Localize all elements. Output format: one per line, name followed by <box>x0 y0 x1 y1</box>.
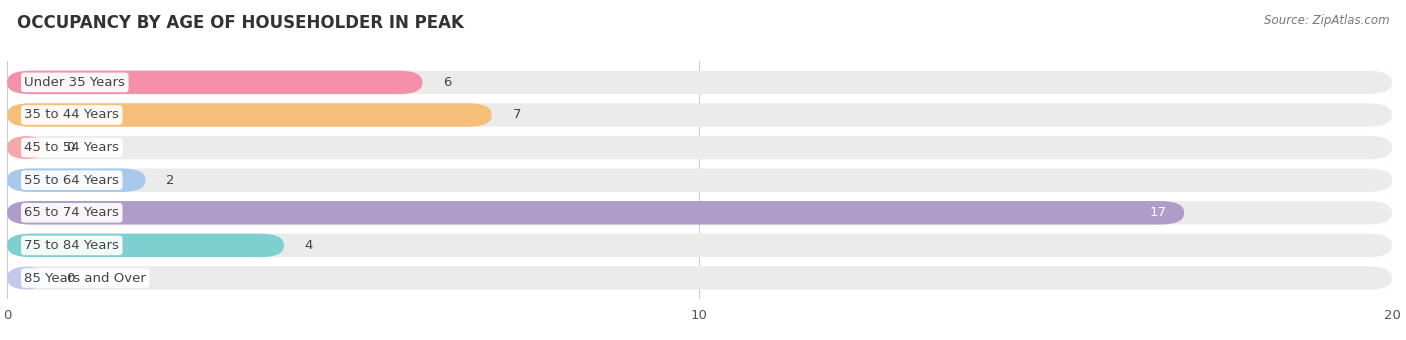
Text: 75 to 84 Years: 75 to 84 Years <box>24 239 120 252</box>
Text: 2: 2 <box>166 174 174 187</box>
Text: 35 to 44 Years: 35 to 44 Years <box>24 108 120 121</box>
FancyBboxPatch shape <box>7 136 45 159</box>
Text: 45 to 54 Years: 45 to 54 Years <box>24 141 120 154</box>
FancyBboxPatch shape <box>7 266 45 290</box>
FancyBboxPatch shape <box>7 103 492 127</box>
Text: 0: 0 <box>66 272 75 285</box>
Text: 17: 17 <box>1150 206 1167 219</box>
FancyBboxPatch shape <box>7 71 1392 94</box>
Text: Source: ZipAtlas.com: Source: ZipAtlas.com <box>1264 14 1389 27</box>
FancyBboxPatch shape <box>7 266 1392 290</box>
FancyBboxPatch shape <box>7 168 146 192</box>
FancyBboxPatch shape <box>7 201 1392 224</box>
Text: 65 to 74 Years: 65 to 74 Years <box>24 206 120 219</box>
Text: 6: 6 <box>443 76 451 89</box>
FancyBboxPatch shape <box>7 234 284 257</box>
FancyBboxPatch shape <box>7 71 423 94</box>
FancyBboxPatch shape <box>7 234 1392 257</box>
Text: Under 35 Years: Under 35 Years <box>24 76 125 89</box>
Text: 85 Years and Over: 85 Years and Over <box>24 272 146 285</box>
Text: 55 to 64 Years: 55 to 64 Years <box>24 174 120 187</box>
Text: OCCUPANCY BY AGE OF HOUSEHOLDER IN PEAK: OCCUPANCY BY AGE OF HOUSEHOLDER IN PEAK <box>17 14 464 32</box>
FancyBboxPatch shape <box>7 136 1392 159</box>
Text: 0: 0 <box>66 141 75 154</box>
Text: 4: 4 <box>305 239 314 252</box>
FancyBboxPatch shape <box>7 103 1392 127</box>
FancyBboxPatch shape <box>7 201 1184 224</box>
FancyBboxPatch shape <box>7 168 1392 192</box>
Text: 7: 7 <box>513 108 522 121</box>
